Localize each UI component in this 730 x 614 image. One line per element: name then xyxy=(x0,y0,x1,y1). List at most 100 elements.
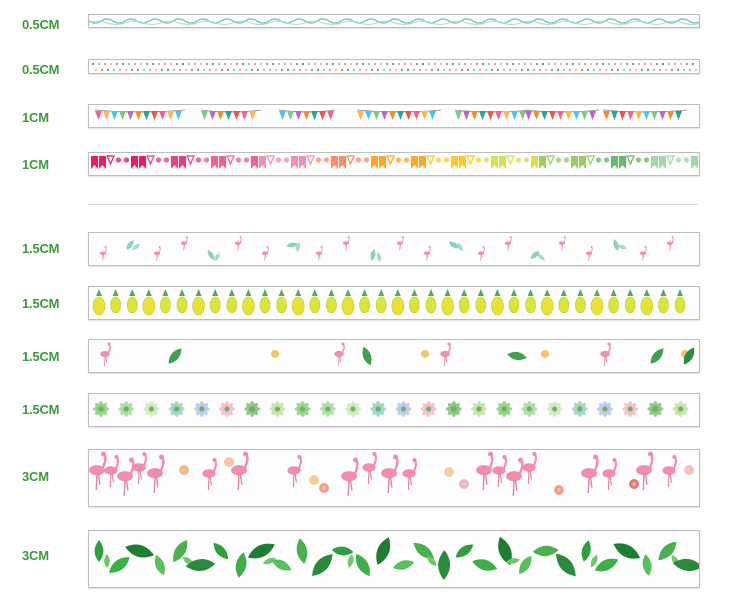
flag-heart xyxy=(635,157,642,163)
dot xyxy=(131,69,133,71)
dot xyxy=(434,63,436,65)
dot xyxy=(521,69,523,71)
dot xyxy=(683,69,685,71)
leaf xyxy=(185,559,216,571)
flag-heart xyxy=(603,157,610,163)
pineapple-crown xyxy=(511,289,517,296)
flamingo xyxy=(558,236,566,252)
pineapple-body xyxy=(409,296,420,314)
flag-heart xyxy=(395,157,402,163)
leaf xyxy=(530,251,540,259)
width-label-7: 1.5CM xyxy=(22,349,60,364)
tape-strip-pineapples xyxy=(88,286,700,320)
flag-pennant xyxy=(611,156,618,169)
pineapple-body xyxy=(110,296,121,314)
dot xyxy=(239,69,241,71)
bunting-flag xyxy=(135,111,142,120)
dot xyxy=(458,63,460,65)
dot xyxy=(452,63,454,65)
flag-pennant xyxy=(651,156,658,169)
dot xyxy=(542,63,544,65)
pineapple-body xyxy=(92,296,106,316)
flag-heart xyxy=(595,157,602,163)
flag-heart xyxy=(355,157,362,163)
flamingo xyxy=(492,454,508,488)
flamingo xyxy=(639,246,647,262)
dot xyxy=(335,69,337,71)
dot xyxy=(197,69,199,71)
dot xyxy=(308,63,310,65)
flag-pennant xyxy=(299,156,306,169)
dot xyxy=(509,69,511,71)
pineapple-crown xyxy=(162,289,169,296)
tropical-leaves-pattern xyxy=(94,536,699,580)
leaf xyxy=(581,540,591,562)
flag-pennant xyxy=(179,156,186,169)
flag-heart xyxy=(283,157,290,163)
bunting-flag xyxy=(557,111,564,120)
dot xyxy=(311,69,313,71)
bunting-flag xyxy=(611,111,618,120)
succulent xyxy=(521,401,538,417)
tape-strip-green-wave xyxy=(88,14,700,28)
dot xyxy=(146,63,148,65)
dot xyxy=(539,69,541,71)
leaf xyxy=(271,559,292,571)
dot xyxy=(422,63,424,65)
bunting-flag xyxy=(533,111,540,120)
pineapple-crown xyxy=(544,289,551,296)
pineapple-body xyxy=(359,296,370,314)
flag-pennant xyxy=(419,156,426,169)
flag-heart xyxy=(115,157,122,163)
leaf xyxy=(613,239,619,251)
dot xyxy=(107,69,109,71)
pineapple-body xyxy=(624,296,636,314)
dot xyxy=(659,69,661,71)
flamingo xyxy=(662,454,678,488)
succulent xyxy=(93,401,109,417)
dot xyxy=(413,69,415,71)
dot xyxy=(356,63,358,65)
dot xyxy=(386,63,388,65)
tape-strip-flamingo-leaves xyxy=(88,232,700,266)
bunting-flag xyxy=(479,111,486,120)
bunting-flag xyxy=(421,111,428,120)
dot xyxy=(317,69,319,71)
flag-pennant xyxy=(171,156,178,169)
flamingo xyxy=(202,457,218,491)
dot xyxy=(182,63,184,65)
leaf xyxy=(498,536,512,566)
pineapple-crown xyxy=(411,289,418,296)
flamingo-flowers-pattern xyxy=(89,451,694,497)
dot xyxy=(527,69,529,71)
dot xyxy=(332,63,334,65)
dot xyxy=(656,63,658,65)
flag-triangle xyxy=(506,155,515,166)
bunting-flag xyxy=(381,111,388,120)
dot xyxy=(305,69,307,71)
flamingo xyxy=(180,236,188,252)
flag-heart xyxy=(203,157,210,163)
succulent xyxy=(294,401,311,417)
bunting-flag xyxy=(455,111,462,120)
pineapple-crown xyxy=(112,289,119,296)
dot xyxy=(506,63,508,65)
dot xyxy=(347,69,349,71)
dot xyxy=(476,63,478,65)
bunting-flag xyxy=(603,111,610,120)
bunting-flag xyxy=(127,111,134,120)
dot xyxy=(209,69,211,71)
flamingo xyxy=(636,451,654,491)
dot xyxy=(242,63,244,65)
dot xyxy=(368,63,370,65)
flag-pennant xyxy=(331,156,338,169)
succulent xyxy=(622,401,639,417)
dot xyxy=(287,69,289,71)
leaf xyxy=(173,539,188,563)
dot xyxy=(665,69,667,71)
tape-strip-tropical-leaves xyxy=(88,530,700,588)
succulent xyxy=(395,401,412,417)
dot xyxy=(167,69,169,71)
pineapple-body xyxy=(508,296,520,314)
dot xyxy=(296,63,298,65)
